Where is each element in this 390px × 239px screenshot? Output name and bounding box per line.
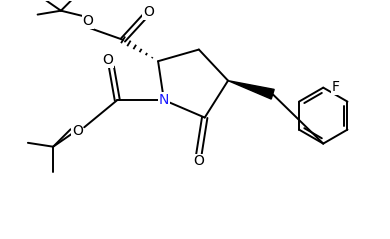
Polygon shape [228, 81, 274, 99]
Text: N: N [159, 93, 169, 107]
Text: O: O [102, 53, 113, 67]
Text: O: O [193, 154, 204, 168]
Text: F: F [332, 80, 340, 94]
Text: O: O [143, 5, 154, 19]
Text: O: O [83, 14, 94, 28]
Text: O: O [72, 124, 83, 138]
